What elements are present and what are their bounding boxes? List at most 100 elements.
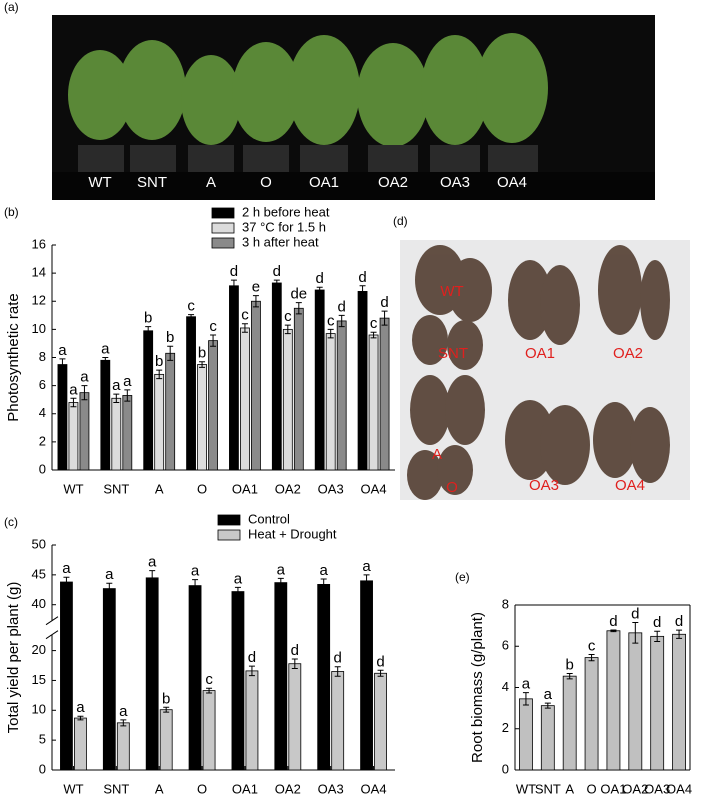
bar (317, 584, 331, 771)
significance-letter: e (252, 279, 260, 296)
x-tick-label: OA4 (361, 781, 387, 796)
error-bar (102, 357, 109, 364)
error-bar (610, 629, 617, 633)
error-bar (327, 328, 334, 339)
photo-label: SNT (438, 345, 468, 362)
error-bar (120, 719, 127, 727)
bar (245, 670, 259, 771)
photo-label: OA1 (525, 345, 555, 362)
bar (314, 289, 325, 471)
error-bar (149, 570, 156, 586)
error-bar (248, 665, 255, 677)
bar (650, 635, 665, 771)
significance-letter: d (248, 649, 256, 666)
panel-label: (a) (4, 0, 19, 14)
significance-letter: d (609, 613, 617, 630)
photo-label: O (260, 174, 272, 191)
y-axis-label: Total yield per plant (g) (5, 582, 22, 734)
significance-letter: d (631, 606, 639, 623)
bar (122, 395, 133, 471)
y-tick-label: 40 (32, 596, 46, 611)
significance-letter: a (544, 686, 553, 703)
photo-label: A (206, 174, 216, 191)
significance-letter: b (162, 690, 170, 707)
x-tick-label: OA3 (318, 781, 344, 796)
significance-letter: de (290, 286, 307, 303)
error-bar (522, 692, 529, 706)
x-tick-label: WT (516, 781, 536, 796)
significance-letter: d (338, 298, 346, 315)
legend-label: 37 °C for 1.5 h (242, 219, 326, 234)
bar (100, 359, 111, 471)
bar (628, 632, 643, 771)
y-tick-label: 4 (502, 679, 509, 694)
legend-swatch (211, 207, 235, 219)
significance-letter: b (198, 345, 206, 362)
error-bar (59, 358, 66, 371)
error-bar (230, 279, 237, 292)
error-bar (316, 286, 323, 294)
y-tick-label: 5 (39, 732, 46, 747)
error-bar (284, 324, 291, 335)
photo-label: A (432, 446, 442, 463)
error-bar (81, 385, 88, 401)
y-tick-label: 15 (32, 672, 46, 687)
error-bar (77, 715, 84, 721)
significance-letter: b (144, 310, 152, 327)
bar (208, 340, 218, 471)
significance-letter: a (320, 562, 329, 579)
error-bar (334, 666, 341, 677)
bar (188, 585, 202, 771)
error-bar (676, 629, 683, 639)
significance-letter: a (148, 554, 157, 571)
legend-label: Control (248, 511, 290, 526)
bar (325, 333, 336, 471)
significance-letter: a (76, 699, 85, 716)
error-bar (295, 302, 302, 315)
error-bar (156, 369, 163, 380)
bar (74, 717, 87, 771)
significance-letter: c (205, 671, 213, 688)
x-tick-label: OA4 (666, 781, 692, 796)
legend-label: Heat + Drought (248, 526, 337, 541)
x-tick-label: O (197, 481, 207, 496)
bar (336, 320, 347, 471)
bar (60, 581, 73, 771)
error-bar (188, 314, 195, 320)
error-bar (210, 334, 217, 347)
panel-label: (e) (455, 570, 470, 584)
error-bar (163, 706, 170, 713)
photo-label: OA1 (309, 174, 339, 191)
error-bar (291, 658, 298, 669)
x-tick-label: A (155, 781, 164, 796)
photo-label: OA3 (529, 477, 559, 494)
x-tick-label: O (587, 781, 597, 796)
significance-letter: a (234, 570, 243, 587)
significance-letter: c (187, 298, 195, 315)
significance-letter: d (376, 653, 384, 670)
bar (68, 402, 79, 471)
y-tick-label: 8 (502, 596, 509, 611)
significance-letter: d (380, 294, 388, 311)
x-tick-label: SNT (103, 481, 129, 496)
significance-letter: c (327, 312, 335, 329)
error-bar (654, 630, 661, 643)
x-tick-label: OA1 (600, 781, 626, 796)
error-bar (124, 389, 131, 402)
significance-letter: a (105, 566, 114, 583)
bar (231, 591, 245, 771)
y-tick-label: 6 (502, 638, 509, 653)
x-tick-label: WT (63, 781, 83, 796)
photo-label: O (446, 479, 458, 496)
x-tick-label: OA2 (275, 781, 301, 796)
x-tick-label: OA2 (275, 481, 301, 496)
bar (186, 316, 196, 471)
bar (540, 705, 555, 771)
legend-swatch (217, 514, 241, 526)
error-bar (192, 579, 199, 593)
bar (79, 392, 90, 471)
significance-letter: d (316, 270, 324, 287)
significance-letter: d (291, 642, 299, 659)
significance-letter: a (69, 381, 78, 398)
